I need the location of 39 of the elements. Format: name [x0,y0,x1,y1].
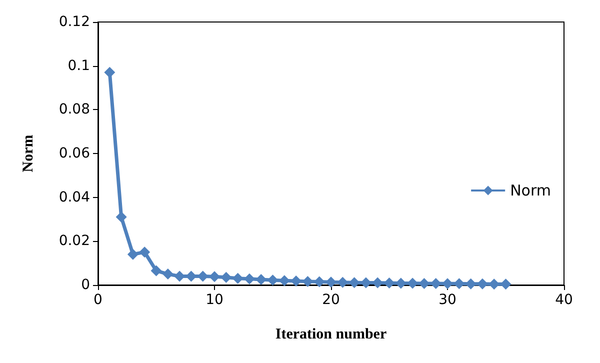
point [326,276,336,288]
point [395,278,406,289]
point [104,66,116,78]
x-tick-label: 30 [438,292,456,308]
point [278,275,290,286]
y-tick-label: 0.04 [58,189,90,206]
y-axis-title: Norm [20,134,36,172]
y-tick-label: 0.02 [58,233,90,250]
point [232,272,244,284]
point [384,278,395,289]
point [244,273,255,284]
point [150,265,162,276]
y-tick-label: 0.08 [58,102,90,118]
x-axis-title: Iteration number [275,326,387,342]
point [209,271,220,282]
point [314,276,325,288]
point [337,276,348,288]
point [442,278,453,290]
y-tick-label: 0 [81,277,90,293]
x-tick-label: 10 [206,292,224,308]
y-tick-label: 0.06 [58,146,90,162]
point [348,277,360,288]
x-tick-label: 40 [555,292,573,308]
point [139,246,150,258]
point [162,268,174,280]
point [116,212,127,223]
legend-label: Norm [510,182,552,200]
point [500,278,512,290]
point [418,278,430,289]
point [127,248,138,260]
point [267,274,278,286]
point [407,278,418,289]
point [220,272,232,283]
point [302,276,314,287]
x-tick-label: 20 [322,292,340,308]
x-tick-label: 0 [94,292,102,308]
y-tick-label: 0.1 [68,58,90,74]
y-tick-label: 0.12 [58,14,90,30]
point [372,277,384,288]
